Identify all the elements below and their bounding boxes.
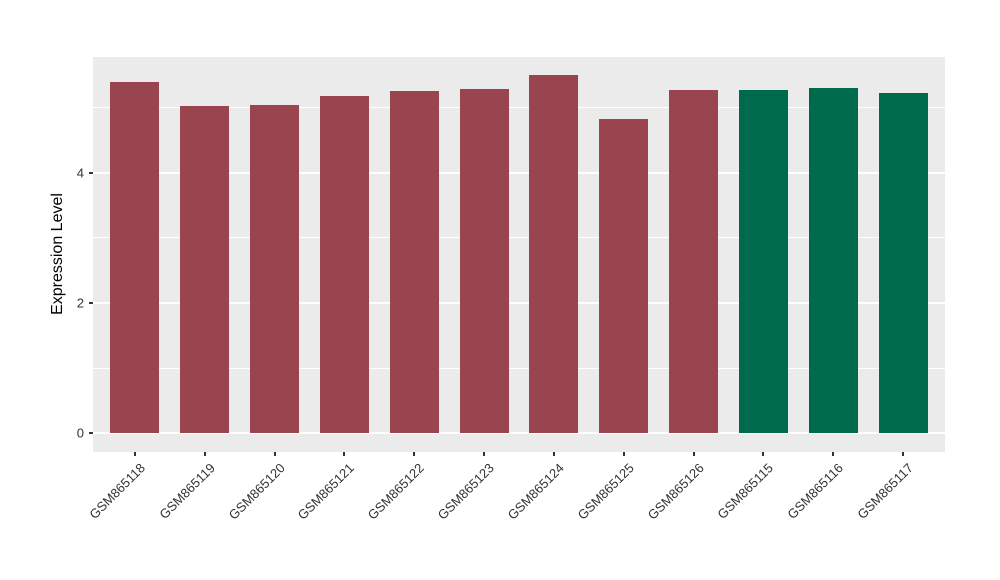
y-tick-label: 2	[76, 295, 84, 311]
y-tick-mark	[89, 171, 93, 174]
x-tick-label-GSM865116: GSM865116	[784, 460, 847, 522]
major-gridline	[93, 171, 945, 174]
bar-GSM865119	[180, 105, 230, 434]
major-gridline	[93, 432, 945, 435]
x-tick-label-GSM865125: GSM865125	[574, 460, 637, 523]
x-tick-label-GSM865117: GSM865117	[854, 460, 917, 522]
x-tick-label-GSM865121: GSM865121	[295, 460, 358, 523]
bar-GSM865116	[808, 88, 858, 434]
bar-GSM865124	[529, 75, 579, 434]
bar-GSM865117	[878, 92, 928, 434]
x-tick-mark	[203, 452, 206, 456]
x-tick-mark	[832, 452, 835, 456]
bar-GSM865120	[250, 104, 299, 434]
x-tick-mark	[483, 452, 486, 456]
y-tick-label: 4	[76, 165, 84, 181]
y-tick-mark	[89, 301, 93, 304]
x-tick-label-GSM865119: GSM865119	[156, 460, 218, 522]
bar-GSM865118	[110, 81, 160, 434]
x-tick-mark	[343, 452, 346, 456]
x-tick-mark	[133, 452, 136, 456]
x-tick-label-GSM865115: GSM865115	[714, 460, 777, 522]
x-tick-mark	[762, 452, 765, 456]
minor-gridline	[93, 367, 945, 369]
y-tick-mark	[89, 432, 93, 435]
bar-GSM865115	[738, 89, 788, 434]
x-tick-mark	[692, 452, 695, 456]
x-tick-label-GSM865123: GSM865123	[434, 460, 497, 523]
x-tick-label-GSM865122: GSM865122	[364, 460, 428, 523]
bar-GSM865122	[389, 91, 439, 434]
minor-gridline	[93, 237, 945, 239]
bar-GSM865126	[669, 90, 719, 434]
x-tick-label-GSM865120: GSM865120	[225, 460, 288, 523]
x-tick-mark	[413, 452, 416, 456]
x-tick-label-GSM865126: GSM865126	[644, 460, 707, 523]
major-gridline	[93, 301, 945, 304]
x-tick-mark	[622, 452, 625, 456]
x-tick-label-GSM865118: GSM865118	[86, 460, 148, 522]
x-tick-mark	[902, 452, 905, 456]
bar-GSM865125	[599, 118, 649, 434]
bar-GSM865123	[459, 88, 509, 434]
x-tick-mark	[273, 452, 276, 456]
x-tick-label-GSM865124: GSM865124	[504, 460, 567, 523]
bar-GSM865121	[319, 96, 369, 434]
y-tick-label: 0	[76, 425, 84, 441]
minor-gridline	[93, 107, 945, 109]
plot-panel	[93, 57, 945, 452]
x-tick-mark	[552, 452, 555, 456]
